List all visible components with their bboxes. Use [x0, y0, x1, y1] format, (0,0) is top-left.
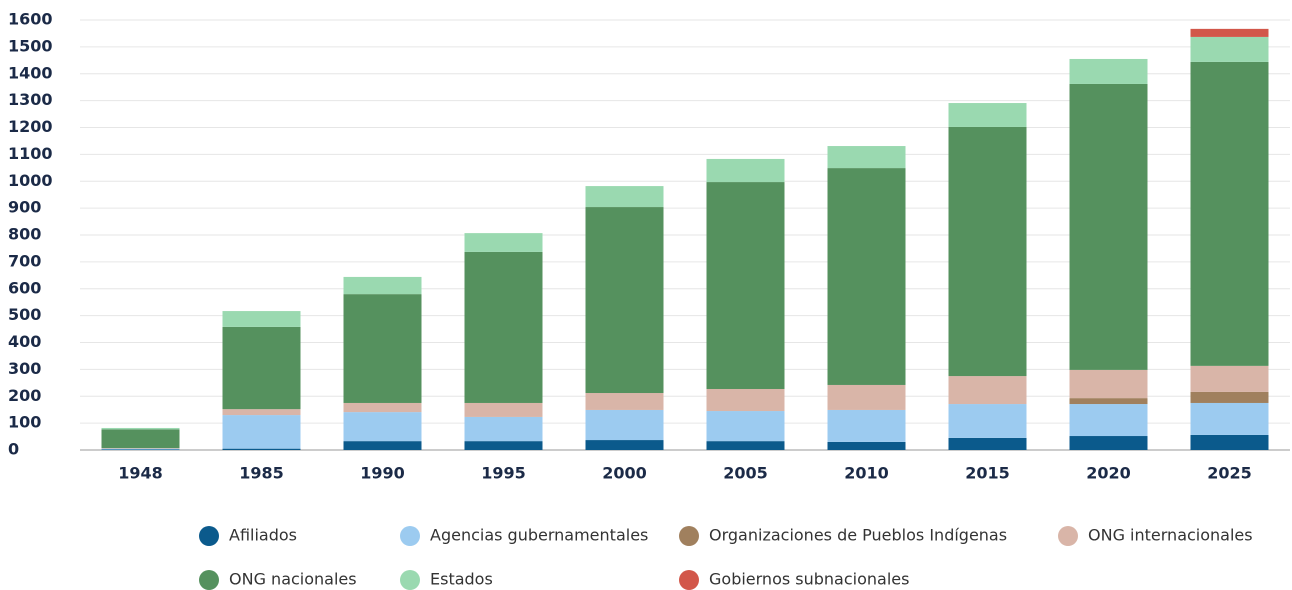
bar-segment	[464, 402, 543, 417]
y-tick-label: 500	[8, 305, 41, 324]
bar-segment	[1069, 436, 1148, 450]
legend-swatch	[679, 526, 699, 546]
y-tick-label: 900	[8, 198, 41, 217]
legend-swatch	[199, 526, 219, 546]
bar-segment	[948, 126, 1027, 377]
bar-segment	[1069, 369, 1148, 399]
x-tick-label: 1990	[360, 464, 405, 483]
bar-segment	[706, 158, 785, 183]
bar-segment	[948, 103, 1027, 127]
legend-swatch	[400, 526, 420, 546]
bar-segment	[827, 384, 906, 410]
bar-segment	[222, 448, 301, 450]
bar-segment	[706, 411, 785, 442]
bar-segment	[585, 186, 664, 208]
bar-segment	[101, 449, 180, 450]
bar-segment	[1190, 36, 1269, 62]
bar-segment	[948, 404, 1027, 438]
x-tick-label: 2020	[1086, 464, 1131, 483]
y-tick-label: 300	[8, 359, 41, 378]
bar-segment	[101, 448, 180, 450]
bar-segment	[706, 441, 785, 450]
y-tick-label: 700	[8, 251, 41, 270]
legend-label: Estados	[430, 570, 493, 589]
x-tick-label: 2000	[602, 464, 647, 483]
x-tick-label: 2015	[965, 464, 1010, 483]
bar-segment	[101, 448, 180, 449]
y-tick-label: 1400	[8, 63, 53, 82]
bar-segment	[222, 409, 301, 416]
legend-label: Gobiernos subnacionales	[709, 570, 909, 589]
bar-segment	[1190, 365, 1269, 392]
legend-label: Organizaciones de Pueblos Indígenas	[709, 526, 1007, 545]
legend-swatch	[400, 570, 420, 590]
legend-swatch	[199, 570, 219, 590]
legend-label: ONG nacionales	[229, 570, 357, 589]
x-tick-label: 2005	[723, 464, 768, 483]
bar-segment	[827, 441, 906, 450]
y-tick-label: 1600	[8, 10, 53, 29]
y-tick-label: 600	[8, 278, 41, 297]
bar-segment	[343, 441, 422, 450]
bar-segment	[1069, 58, 1148, 84]
y-tick-label: 1200	[8, 117, 53, 136]
y-tick-label: 1100	[8, 144, 53, 163]
x-tick-label: 1995	[481, 464, 526, 483]
bar-segment	[585, 207, 664, 394]
bar-segment	[1069, 398, 1148, 405]
bar-segment	[585, 393, 664, 410]
y-tick-label: 1500	[8, 36, 53, 55]
bar-segment	[101, 429, 180, 449]
bar-segment	[827, 168, 906, 385]
y-tick-label: 800	[8, 225, 41, 244]
x-tick-label: 1985	[239, 464, 284, 483]
x-tick-label: 2010	[844, 464, 889, 483]
bar-segment	[1069, 404, 1148, 437]
x-tick-label: 1948	[118, 464, 163, 483]
x-tick-label: 2025	[1207, 464, 1252, 483]
y-tick-label: 0	[8, 440, 19, 459]
bar-segment	[948, 437, 1027, 450]
bar-segment	[585, 409, 664, 441]
bar-segment	[464, 233, 543, 252]
bar-segment	[101, 427, 180, 430]
legend-label: Agencias gubernamentales	[430, 526, 648, 545]
bar-segment	[222, 311, 301, 327]
bar-segment	[1190, 61, 1269, 366]
bar-segment	[222, 415, 301, 449]
bar-segment	[827, 409, 906, 442]
legend-swatch	[679, 570, 699, 590]
bar-segment	[1190, 391, 1269, 403]
bar-segment	[706, 388, 785, 412]
bar-segment	[1069, 83, 1148, 370]
bar-segment	[706, 182, 785, 389]
y-tick-label: 1300	[8, 90, 53, 109]
bar-segment	[827, 146, 906, 169]
y-tick-label: 200	[8, 386, 41, 405]
bar-segment	[222, 326, 301, 410]
bar-segment	[343, 294, 422, 403]
y-tick-label: 100	[8, 413, 41, 432]
bar-segment	[464, 416, 543, 442]
legend-label: Afiliados	[229, 526, 297, 545]
bar-segment	[1190, 434, 1269, 450]
legend-swatch	[1058, 526, 1078, 546]
bar-segment	[464, 441, 543, 450]
y-tick-label: 1000	[8, 171, 53, 190]
bar-segment	[585, 440, 664, 450]
bar-segment	[343, 276, 422, 295]
legend-label: ONG internacionales	[1088, 526, 1253, 545]
bar-segment	[1190, 28, 1269, 37]
bar-segment	[1190, 402, 1269, 435]
bar-segment	[343, 402, 422, 413]
y-tick-label: 400	[8, 332, 41, 351]
bar-segment	[464, 251, 543, 403]
bar-segment	[343, 412, 422, 442]
bar-segment	[948, 376, 1027, 405]
